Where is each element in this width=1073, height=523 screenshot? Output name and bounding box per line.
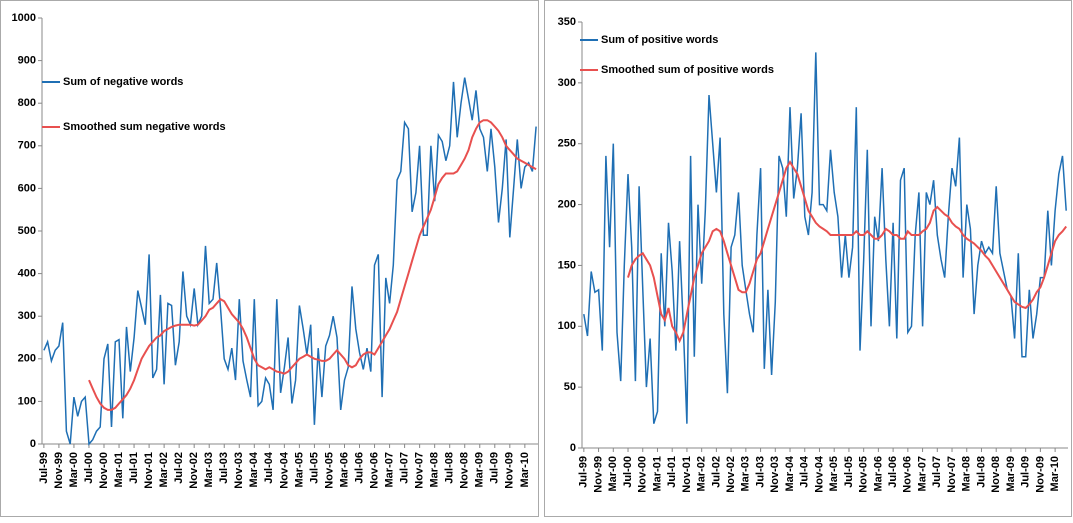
x-tick-label: Nov-08 [459,452,471,489]
x-tick-label: Mar-01 [113,452,125,487]
x-tick-label: Jul-07 [399,452,411,484]
x-tick-label: Jul-02 [173,452,185,484]
y-tick-label: 0 [30,438,36,450]
x-tick-label: Mar-03 [203,452,215,487]
x-tick-label: Jul-05 [308,452,320,484]
y-tick-label: 100 [558,320,576,332]
x-tick-label: Nov-04 [278,451,290,489]
x-tick-label: Jul-05 [843,456,855,488]
x-tick-label: Nov-06 [368,452,380,489]
x-tick-label: Nov-01 [681,456,693,493]
y-tick-label: 250 [558,138,576,150]
y-tick-label: 400 [18,268,36,280]
y-tick-label: 800 [18,97,36,109]
legend-label: Smoothed sum of positive words [601,64,774,76]
y-tick-label: 200 [18,353,36,365]
y-tick-label: 200 [558,198,576,210]
x-tick-label: Mar-00 [607,456,619,491]
x-tick-label: Mar-08 [961,456,973,491]
x-tick-label: Nov-99 [592,456,604,493]
x-tick-label: Mar-10 [1049,456,1061,491]
x-tick-label: Nov-05 [858,456,870,493]
y-tick-label: 50 [564,381,576,393]
y-tick-label: 100 [18,395,36,407]
x-tick-label: Mar-06 [338,452,350,487]
x-tick-label: Jul-99 [38,452,50,484]
x-tick-label: Mar-03 [740,456,752,491]
x-tick-label: Mar-04 [248,451,260,487]
x-tick-label: Jul-09 [489,452,501,484]
series-line [583,52,1067,424]
x-tick-label: Mar-09 [1005,456,1017,491]
legend-label: Sum of positive words [601,34,718,46]
x-tick-label: Nov-09 [504,452,516,489]
y-tick-label: 300 [558,77,576,89]
x-tick-label: Nov-06 [902,456,914,493]
x-tick-label: Jul-06 [353,452,365,484]
x-tick-label: Nov-07 [414,452,426,489]
x-tick-label: Mar-10 [519,452,531,487]
legend-label: Smoothed sum negative words [63,121,226,133]
legend-label: Sum of negative words [63,76,183,88]
x-tick-label: Mar-00 [68,452,80,487]
x-tick-label: Nov-07 [946,456,958,493]
x-tick-label: Jul-04 [799,455,811,488]
x-tick-label: Jul-03 [754,456,766,488]
x-tick-label: Jul-08 [444,452,456,484]
x-tick-label: Jul-06 [887,456,899,488]
series-line [88,119,537,411]
x-tick-label: Jul-03 [218,452,230,484]
x-tick-label: Nov-08 [990,456,1002,493]
y-tick-label: 150 [558,259,576,271]
x-tick-label: Jul-02 [710,456,722,488]
panel-left [0,0,539,517]
x-tick-label: Nov-05 [323,452,335,489]
x-tick-label: Mar-09 [474,452,486,487]
x-tick-label: Mar-05 [293,452,305,487]
x-tick-label: Mar-04 [784,455,796,491]
x-tick-label: Jul-08 [975,456,987,488]
x-tick-label: Nov-03 [233,452,245,489]
x-tick-label: Jul-00 [83,452,95,484]
x-tick-label: Mar-02 [158,452,170,487]
y-tick-label: 500 [18,225,36,237]
y-tick-label: 1000 [12,12,36,24]
series-line [627,160,1067,344]
x-tick-label: Nov-99 [53,452,65,489]
x-tick-label: Mar-08 [429,452,441,487]
y-tick-label: 900 [18,55,36,67]
y-tick-label: 0 [570,442,576,454]
x-tick-label: Mar-06 [872,456,884,491]
x-tick-label: Nov-01 [143,452,155,489]
y-tick-label: 300 [18,310,36,322]
x-tick-label: Jul-01 [128,452,140,484]
x-tick-label: Nov-00 [637,456,649,493]
x-tick-label: Nov-09 [1034,456,1046,493]
y-tick-label: 700 [18,140,36,152]
x-tick-label: Nov-02 [188,452,200,489]
x-tick-label: Jul-09 [1020,456,1032,488]
x-tick-label: Mar-05 [828,456,840,491]
x-tick-label: Nov-03 [769,456,781,493]
x-tick-label: Jul-07 [931,456,943,488]
x-tick-label: Mar-02 [696,456,708,491]
y-tick-label: 600 [18,182,36,194]
x-tick-label: Nov-04 [813,455,825,493]
x-tick-label: Mar-07 [916,456,928,491]
x-tick-label: Jul-04 [263,451,275,484]
x-tick-label: Mar-07 [383,452,395,487]
x-tick-label: Nov-02 [725,456,737,493]
x-tick-label: Jul-00 [622,456,634,488]
y-tick-label: 350 [558,16,576,28]
x-tick-label: Jul-99 [578,456,590,488]
x-tick-label: Nov-00 [98,452,110,489]
panel-right [544,0,1072,517]
x-tick-label: Jul-01 [666,456,678,488]
x-tick-label: Mar-01 [651,456,663,491]
